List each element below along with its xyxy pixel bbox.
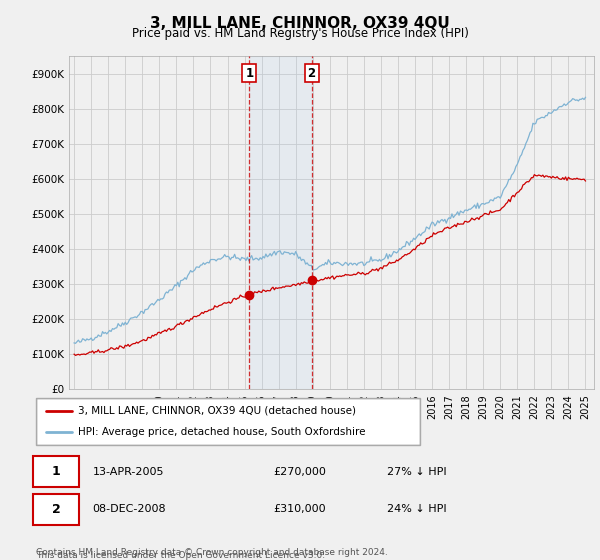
Text: £270,000: £270,000 (274, 467, 326, 477)
Text: 1: 1 (52, 465, 61, 478)
FancyBboxPatch shape (34, 456, 79, 487)
Text: This data is licensed under the Open Government Licence v3.0.: This data is licensed under the Open Gov… (36, 551, 325, 560)
Text: 3, MILL LANE, CHINNOR, OX39 4QU: 3, MILL LANE, CHINNOR, OX39 4QU (150, 16, 450, 31)
Text: Contains HM Land Registry data © Crown copyright and database right 2024.: Contains HM Land Registry data © Crown c… (36, 548, 388, 557)
Text: 2: 2 (52, 503, 61, 516)
Text: 24% ↓ HPI: 24% ↓ HPI (387, 505, 446, 514)
Bar (250, 56, 311, 389)
Text: 27% ↓ HPI: 27% ↓ HPI (387, 467, 446, 477)
Text: 1: 1 (245, 67, 253, 80)
Text: 3, MILL LANE, CHINNOR, OX39 4QU (detached house): 3, MILL LANE, CHINNOR, OX39 4QU (detache… (78, 406, 356, 416)
Text: HPI: Average price, detached house, South Oxfordshire: HPI: Average price, detached house, Sout… (78, 427, 366, 437)
Text: Price paid vs. HM Land Registry's House Price Index (HPI): Price paid vs. HM Land Registry's House … (131, 27, 469, 40)
Text: 08-DEC-2008: 08-DEC-2008 (92, 505, 166, 514)
FancyBboxPatch shape (34, 494, 79, 525)
Text: 13-APR-2005: 13-APR-2005 (92, 467, 164, 477)
Text: £310,000: £310,000 (274, 505, 326, 514)
Text: 2: 2 (307, 67, 316, 80)
